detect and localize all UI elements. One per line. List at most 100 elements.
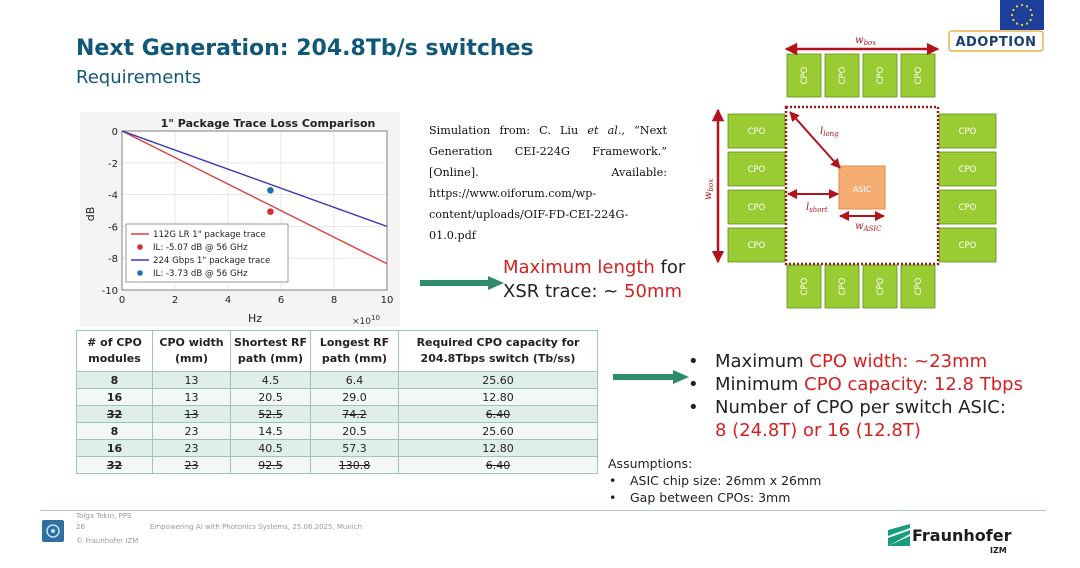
cpo-module-label: CPO (876, 277, 886, 295)
cpo-module (786, 53, 822, 98)
chart-legend-swatch (137, 270, 143, 276)
adoption-logo: ADOPTION (948, 30, 1044, 52)
cpo-module (786, 264, 822, 309)
table-cell: 32 (76, 405, 153, 423)
cpo-module (938, 113, 997, 149)
chart-legend-label: IL: -3.73 dB @ 56 GHz (153, 269, 248, 279)
svg-text:lshort: lshort (806, 202, 828, 214)
cpo-module-label: CPO (748, 241, 766, 251)
table-header-cell: Required CPO capacity for 204.8Tbps swit… (398, 330, 598, 372)
table-cell: 25.60 (398, 371, 598, 389)
chart-x-tick-label: 2 (172, 295, 178, 306)
requirements-list: Maximum CPO width: ~23mm Minimum CPO cap… (688, 350, 1023, 442)
bullet-text: Number of CPO per switch ASIC: (715, 397, 1006, 418)
w-box-sub: box (864, 39, 877, 47)
chart-x-tick-label: 4 (225, 295, 231, 306)
bullet-text: Maximum (715, 351, 810, 372)
svg-text:×1010: ×1010 (352, 314, 380, 327)
table-row: 32 23 92.5 130.8 6.40 (76, 456, 598, 474)
cpo-module-label: CPO (800, 66, 810, 84)
table-cell: 23 (152, 439, 231, 457)
cpo-module-label: CPO (748, 127, 766, 137)
cpo-module (824, 53, 860, 98)
list-item: Minimum CPO capacity: 12.8 Tbps (688, 373, 1023, 396)
footer-event: Empowering AI with Photonics Systems, 25… (150, 523, 363, 531)
list-item: Maximum CPO width: ~23mm (688, 350, 1023, 373)
w-asic-sub: ASIC (863, 225, 883, 233)
cpo-requirements-table: # of CPO modules CPO width (mm) Shortest… (76, 330, 598, 474)
table-header-cell: Longest RF path (mm) (310, 330, 399, 372)
table-cell: 40.5 (230, 439, 311, 457)
page-title: Next Generation: 204.8Tb/s switches (76, 36, 534, 61)
chart-points (267, 187, 274, 215)
l-long-sub: long (823, 130, 839, 138)
table-cell: 92.5 (230, 456, 311, 474)
cpo-module (938, 151, 997, 187)
table-cell: 74.2 (310, 405, 399, 423)
chart-xlabel: Hz (248, 312, 262, 325)
w-box-vertical-label: w (703, 191, 714, 200)
cpo-module (824, 264, 860, 309)
chart-y-tick-label: 0 (112, 127, 118, 138)
cpo-module (727, 227, 786, 263)
chart-y-tick-label: -8 (108, 254, 118, 265)
chart-legend: 112G LR 1" package trace IL: -5.07 dB @ 5… (125, 223, 289, 283)
svg-text:wbox: wbox (703, 179, 715, 200)
table-cell: 13 (152, 371, 231, 389)
svg-text:llong: llong (820, 126, 839, 138)
list-item: Gap between CPOs: 3mm (608, 489, 821, 506)
fraunhofer-logo-text: Fraunhofer (912, 526, 1012, 545)
list-item: Number of CPO per switch ASIC:8 (24.8T) … (688, 396, 1023, 442)
table-header-row: # of CPO modules CPO width (mm) Shortest… (76, 330, 598, 372)
arrow-right-icon (420, 276, 504, 290)
table-cell: 14.5 (230, 422, 311, 440)
table-cell: 6.40 (398, 456, 598, 474)
asic-label: ASIC (853, 185, 872, 194)
cpo-module-label: CPO (959, 203, 977, 213)
cpo-module-label: CPO (914, 66, 924, 84)
table-cell: 8 (76, 422, 153, 440)
table-cell: 13 (152, 388, 231, 406)
l-short-sub: short (809, 206, 828, 214)
chart-legend-box (125, 223, 289, 283)
chart-series-line-0 (121, 130, 388, 265)
asic-chip (838, 165, 886, 210)
cpo-module-label: CPO (959, 127, 977, 137)
xsr-trace-note: Maximum length for XSR trace: ~ 50mm (503, 256, 685, 304)
table-cell: 25.60 (398, 422, 598, 440)
l-long-arrow (789, 111, 841, 169)
chart-legend-swatch (137, 244, 143, 250)
chart-x-tick-label: 8 (331, 295, 337, 306)
table-cell: 16 (76, 388, 153, 406)
fraunhofer-mark-icon (888, 524, 910, 546)
cpo-module-label: CPO (914, 277, 924, 295)
chart-x-exponent-power: 10 (371, 314, 380, 322)
chart-y-tick-label: -2 (108, 159, 118, 170)
table-cell: 29.0 (310, 388, 399, 406)
table-row: 8 23 14.5 20.5 25.60 (76, 422, 598, 440)
xsr-line1-red: Maximum length (503, 257, 655, 278)
chart-ylabel: dB (84, 207, 97, 222)
cpo-module (900, 53, 936, 98)
citation-etal: et al. (587, 124, 622, 137)
footer-logo-icon (42, 520, 64, 542)
cpo-module (727, 189, 786, 225)
chart-legend-label: 224 Gbps 1" package trace (153, 256, 270, 266)
table-header-cell: Shortest RF path (mm) (230, 330, 311, 372)
chart-legend-label: IL: -5.07 dB @ 56 GHz (153, 243, 248, 253)
l-short-label: l (806, 202, 809, 213)
cpo-module-label: CPO (838, 277, 848, 295)
bullet-highlight: 8 (24.8T) or 16 (12.8T) (715, 420, 921, 441)
table-cell: 20.5 (230, 388, 311, 406)
fraunhofer-unit-text: IZM (990, 546, 1007, 555)
chart-plot-area (121, 130, 388, 291)
eu-stars-icon (1010, 3, 1034, 27)
xsr-line2-black: XSR trace: ~ (503, 281, 625, 302)
table-header-cell: CPO width (mm) (152, 330, 231, 372)
chart-y-tick-label: -6 (108, 222, 118, 233)
table-cell: 52.5 (230, 405, 311, 423)
chart-data-point-0 (267, 208, 274, 215)
footer-author: Tolga Tekin, PPS (76, 512, 132, 520)
assumptions-block: Assumptions: ASIC chip size: 26mm x 26mm… (608, 455, 821, 506)
bullet-highlight: CPO capacity: 12.8 Tbps (804, 374, 1023, 395)
